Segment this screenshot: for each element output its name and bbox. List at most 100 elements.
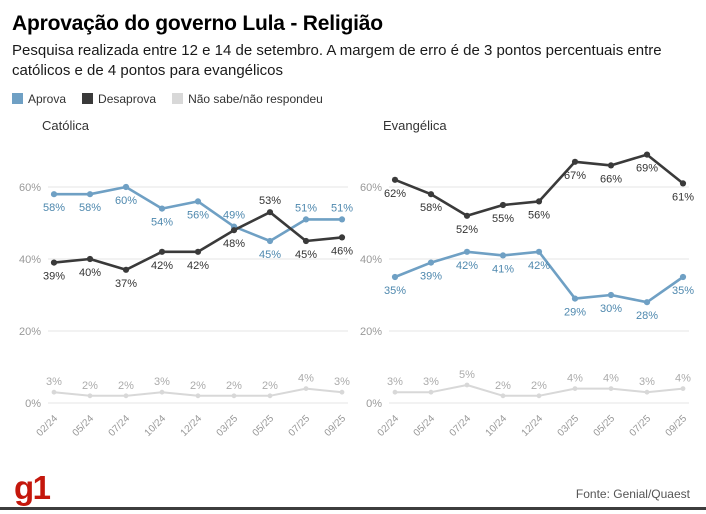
footer: g1 Fonte: Genial/Quaest xyxy=(14,471,690,504)
y-axis-label: 40% xyxy=(360,254,382,266)
x-axis-label: 03/25 xyxy=(556,413,582,439)
value-label: 42% xyxy=(528,259,550,271)
data-point xyxy=(159,389,165,395)
value-label: 58% xyxy=(43,202,65,214)
data-point xyxy=(50,259,58,266)
legend-item-nao-sabe: Não sabe/não respondeu xyxy=(172,92,323,106)
y-axis-label: 20% xyxy=(360,326,382,338)
data-point xyxy=(428,389,434,395)
data-point xyxy=(86,255,94,262)
value-label: 41% xyxy=(492,263,514,275)
data-point xyxy=(571,158,579,165)
data-point xyxy=(608,385,614,391)
legend-label-nao-sabe: Não sabe/não respondeu xyxy=(188,91,323,106)
data-point xyxy=(607,161,615,168)
value-label: 3% xyxy=(639,376,655,388)
value-label: 61% xyxy=(672,191,694,203)
data-point xyxy=(266,237,274,244)
data-point xyxy=(339,389,345,395)
value-label: 51% xyxy=(331,202,353,214)
y-axis-label: 40% xyxy=(19,254,41,266)
data-point xyxy=(86,190,94,197)
value-label: 39% xyxy=(43,270,65,282)
value-label: 35% xyxy=(384,285,406,297)
value-label: 53% xyxy=(259,195,281,207)
data-point xyxy=(338,233,346,240)
value-label: 58% xyxy=(420,202,442,214)
data-point xyxy=(679,179,687,186)
value-label: 42% xyxy=(456,259,478,271)
value-label: 35% xyxy=(672,285,694,297)
data-point xyxy=(158,205,166,212)
data-point xyxy=(464,382,470,387)
data-point xyxy=(463,212,471,219)
value-label: 4% xyxy=(567,372,583,384)
y-axis-label: 60% xyxy=(360,182,382,194)
desaprova-swatch xyxy=(82,93,94,104)
evangelica-chart: 0% 20% 40% 60% 02/24 05/24 07/24 10/24 12/24 03/2… xyxy=(360,151,694,439)
value-label: 60% xyxy=(115,195,137,207)
x-axis-label: 09/25 xyxy=(323,413,349,439)
value-label: 52% xyxy=(456,223,478,235)
data-point xyxy=(231,392,237,398)
data-point xyxy=(194,248,202,255)
catolica-chart: 0% 20% 40% 60% 02/24 05/24 07/24 10/24 12/24 03/2… xyxy=(19,182,353,439)
x-axis-label: 10/24 xyxy=(143,413,169,439)
value-label: 2% xyxy=(262,379,278,391)
value-label: 3% xyxy=(46,376,62,388)
data-point xyxy=(195,392,201,398)
data-point xyxy=(302,215,310,222)
data-point xyxy=(644,389,650,395)
data-point xyxy=(643,151,651,158)
value-label: 66% xyxy=(600,173,622,185)
data-point xyxy=(302,237,310,244)
value-label: 2% xyxy=(531,379,547,391)
data-point xyxy=(391,273,399,280)
data-point xyxy=(267,392,273,398)
legend: Aprova Desaprova Não sabe/não respondeu xyxy=(12,92,694,106)
charts-row: Católica 0% 20% 40% 60% 02/24 05/24 07/24 10/24… xyxy=(12,116,694,465)
data-point xyxy=(427,190,435,197)
x-axis-label: 05/25 xyxy=(592,413,618,439)
data-point xyxy=(607,291,615,298)
x-axis-label: 09/25 xyxy=(664,413,690,439)
data-point xyxy=(391,176,399,183)
data-point xyxy=(303,385,309,391)
value-label: 45% xyxy=(259,249,281,261)
value-label: 54% xyxy=(151,216,173,228)
value-label: 62% xyxy=(384,187,406,199)
aprova-swatch xyxy=(12,93,23,104)
data-point xyxy=(571,295,579,302)
value-label: 4% xyxy=(298,372,314,384)
page-title: Aprovação do governo Lula - Religião xyxy=(12,12,383,35)
catolica-panel-title: Católica xyxy=(42,117,89,133)
data-point xyxy=(680,385,686,391)
data-point xyxy=(122,183,130,190)
value-label: 56% xyxy=(187,209,209,221)
nao-sabe-swatch xyxy=(172,93,184,104)
value-label: 42% xyxy=(187,259,209,271)
value-label: 29% xyxy=(564,306,586,318)
value-label: 2% xyxy=(82,379,98,391)
x-axis-label: 05/25 xyxy=(251,413,277,439)
x-axis-label: 07/25 xyxy=(628,413,654,439)
y-axis-label: 20% xyxy=(19,326,41,338)
x-axis-label: 02/24 xyxy=(35,413,61,439)
data-point xyxy=(535,197,543,204)
data-point xyxy=(194,197,202,204)
value-label: 42% xyxy=(151,259,173,271)
value-label: 5% xyxy=(459,369,475,381)
value-label: 2% xyxy=(495,379,511,391)
x-axis-label: 02/24 xyxy=(376,413,402,439)
value-label: 45% xyxy=(295,249,317,261)
x-axis-label: 07/25 xyxy=(287,413,313,439)
x-axis-label: 12/24 xyxy=(520,413,546,439)
value-label: 39% xyxy=(420,270,442,282)
value-label: 37% xyxy=(115,277,137,289)
value-label: 30% xyxy=(600,303,622,315)
value-label: 51% xyxy=(295,202,317,214)
value-label: 2% xyxy=(190,379,206,391)
data-point xyxy=(123,392,129,398)
data-point xyxy=(392,389,398,395)
